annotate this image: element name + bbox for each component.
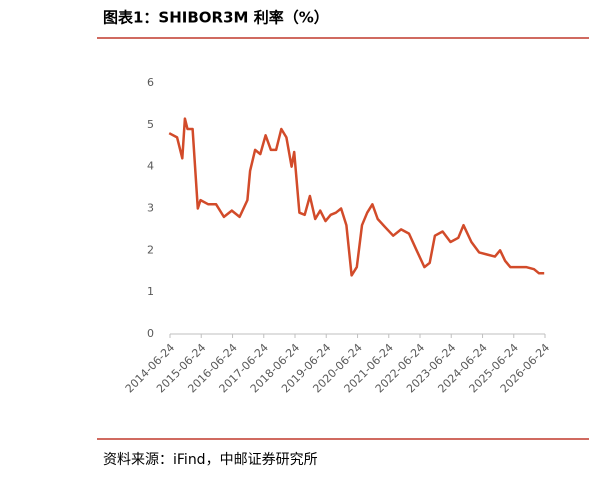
source-note: 资料来源：iFind，中邮证券研究所 bbox=[103, 452, 318, 468]
y-tick-label: 5 bbox=[147, 118, 154, 131]
y-tick-label: 3 bbox=[147, 202, 154, 215]
y-tick-label: 4 bbox=[147, 160, 154, 173]
y-tick-label: 1 bbox=[147, 285, 154, 298]
chart-title: 图表1：SHIBOR3M 利率（%） bbox=[103, 9, 329, 27]
line-series bbox=[168, 117, 545, 277]
y-tick-label: 6 bbox=[147, 76, 154, 89]
y-tick-label: 0 bbox=[147, 327, 154, 340]
y-tick-label: 2 bbox=[147, 243, 154, 256]
